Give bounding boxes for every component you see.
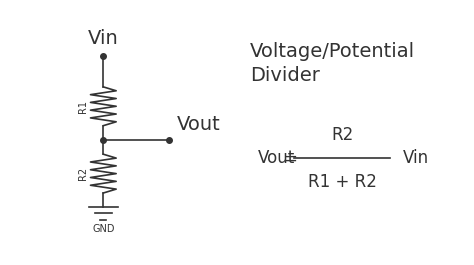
Text: R1 + R2: R1 + R2 (308, 173, 376, 191)
Text: R1: R1 (78, 100, 88, 113)
Text: GND: GND (92, 224, 115, 234)
Text: Vin: Vin (88, 29, 118, 48)
Text: Vout: Vout (177, 115, 220, 134)
Text: Vin: Vin (403, 149, 429, 167)
Text: Vout: Vout (258, 149, 295, 167)
Text: R2: R2 (78, 167, 88, 180)
Text: =: = (284, 149, 298, 167)
Text: Voltage/Potential
Divider: Voltage/Potential Divider (250, 42, 415, 85)
Text: R2: R2 (331, 126, 353, 144)
